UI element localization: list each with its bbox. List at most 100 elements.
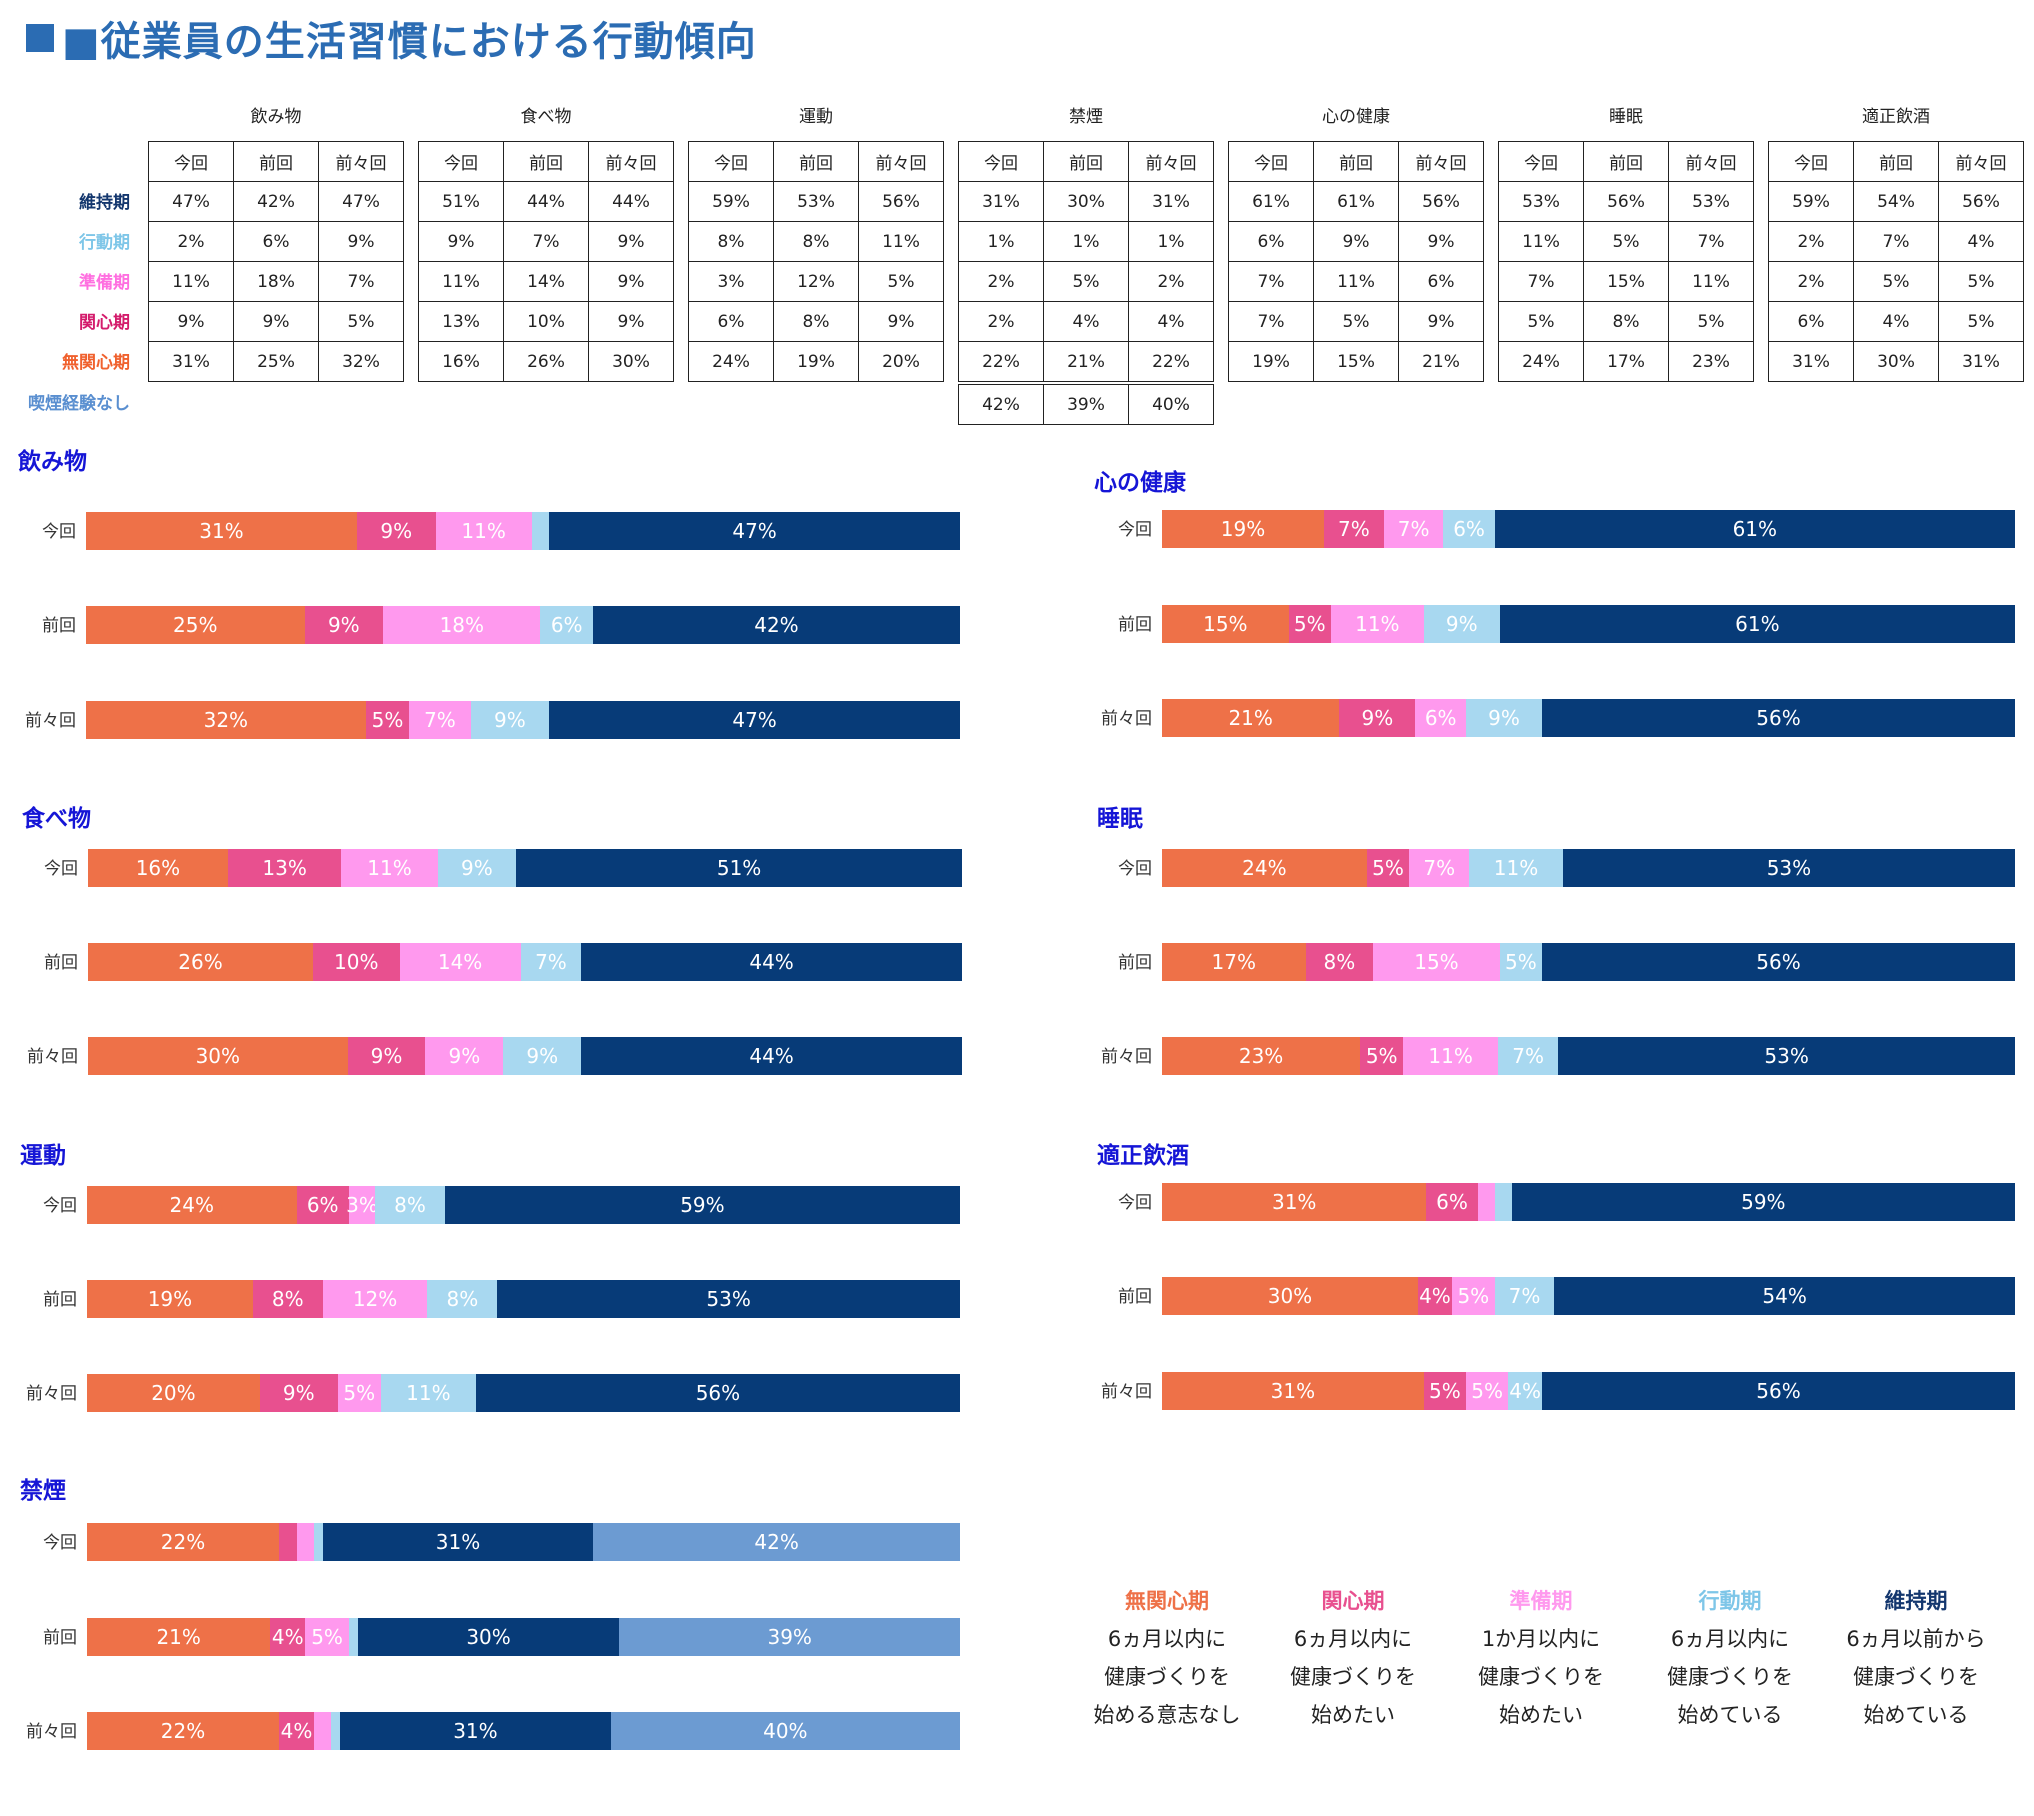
bar-segment: 19%: [87, 1280, 253, 1318]
table-cell: 17%: [1583, 341, 1669, 382]
legend-description-line: 始めている: [1863, 1703, 1969, 1727]
bar-segment: 42%: [592, 606, 960, 644]
table-header-cell: 前々回: [1668, 141, 1754, 182]
table-header-cell: 前回: [1313, 141, 1399, 182]
table-row: 7% 5% 9%: [1228, 301, 1484, 342]
bar-segment: 9%: [1339, 699, 1416, 737]
table-cell: 7%: [503, 221, 589, 262]
legend-description-line: 始めている: [1677, 1703, 1783, 1727]
table-cell: 9%: [588, 301, 674, 342]
bar-segment: 5%: [1452, 1277, 1495, 1315]
table-cell: 9%: [1398, 221, 1484, 262]
table-cell: 18%: [233, 261, 319, 302]
bar-segment: 9%: [437, 849, 517, 887]
table-cell: 31%: [1938, 341, 2024, 382]
table-cell: 7%: [1228, 261, 1314, 302]
table-cell: 5%: [1583, 221, 1669, 262]
legend-description-line: 健康づくりを: [1104, 1665, 1230, 1689]
table-cell: 19%: [773, 341, 859, 382]
page-title: ■従業員の生活習慣における行動傾向: [26, 12, 757, 65]
bar-segment: 21%: [1162, 699, 1340, 737]
bar-category-label: 前回: [1118, 615, 1152, 635]
bar-segment: 7%: [520, 943, 582, 981]
legend-item: 行動期 6ヵ月以内に 健康づくりを 始めている: [1640, 1582, 1820, 1734]
table-cell: 5%: [1668, 301, 1754, 342]
bar-segment: 13%: [227, 849, 342, 887]
table-group-title: 禁煙: [1069, 107, 1103, 127]
stacked-bar: 21% 9% 6% 9% 56%: [1162, 699, 2015, 737]
bar-segment: 11%: [435, 512, 532, 550]
table-cell: 15%: [1313, 341, 1399, 382]
bar-segment: 11%: [341, 849, 438, 887]
bar-segment: 56%: [1542, 1372, 2015, 1410]
table-group-2: 今回 前回 前々回 59% 53% 56% 8% 8% 11% 3% 12% 5% 6% 8% 9% 24% 1…: [688, 141, 944, 382]
chart-title: 食べ物: [22, 806, 91, 832]
table-cell: 7%: [318, 261, 404, 302]
table-header-cell: 前回: [1583, 141, 1669, 182]
table-cell: 6%: [688, 301, 774, 342]
bar-segment: 51%: [516, 849, 962, 887]
bar-category-label: 今回: [1118, 1193, 1152, 1213]
bar-segment: 16%: [88, 849, 228, 887]
chart-title: 心の健康: [1094, 470, 1186, 496]
table-cell: 5%: [1853, 261, 1939, 302]
table-cell: 53%: [1498, 181, 1584, 222]
table-cell: 9%: [1398, 301, 1484, 342]
legend-description-line: 健康づくりを: [1290, 1665, 1416, 1689]
table-cell: 2%: [1128, 261, 1214, 302]
table-cell: 56%: [1583, 181, 1669, 222]
bar-segment: 31%: [86, 512, 357, 550]
table-row: 1% 1% 1%: [958, 221, 1214, 262]
table-cell: 8%: [1583, 301, 1669, 342]
bar-category-label: 前々回: [1101, 709, 1152, 729]
bar-segment: 7%: [1409, 849, 1470, 887]
table-cell: 5%: [1938, 261, 2024, 302]
table-group-title: 適正飲酒: [1862, 107, 1930, 127]
legend-item: 維持期 6ヵ月以前から 健康づくりを 始めている: [1826, 1582, 2006, 1734]
table-row: 6% 8% 9%: [688, 301, 944, 342]
bar-segment: 6%: [296, 1186, 349, 1224]
table-header-cell: 前回: [1043, 141, 1129, 182]
stacked-bar: 17% 8% 15% 5% 56%: [1162, 943, 2015, 981]
table-row: 9% 9% 5%: [148, 301, 404, 342]
table-header-cell: 前々回: [318, 141, 404, 182]
table-cell: 30%: [1853, 341, 1939, 382]
bar-segment: 4%: [279, 1712, 314, 1750]
table-cell: 53%: [773, 181, 859, 222]
stacked-bar: 24% 6% 3% 8% 59%: [87, 1186, 960, 1224]
bar-segment: 7%: [1494, 1277, 1555, 1315]
table-row: 22% 21% 22%: [958, 341, 1214, 382]
table-cell: 30%: [1043, 181, 1129, 222]
bar-category-label: 前回: [43, 1290, 77, 1310]
table-group-title: 心の健康: [1322, 107, 1390, 127]
bar-segment: 9%: [1466, 699, 1543, 737]
table-row: 16% 26% 30%: [418, 341, 674, 382]
bar-segment: 6%: [540, 606, 593, 644]
table-cell: 56%: [858, 181, 944, 222]
table-cell: 31%: [958, 181, 1044, 222]
table-cell: 24%: [1498, 341, 1584, 382]
bar-segment: [313, 1523, 323, 1561]
table-header-cell: 今回: [418, 141, 504, 182]
table-row: 11% 14% 9%: [418, 261, 674, 302]
bar-segment: 24%: [87, 1186, 297, 1224]
table-cell: 26%: [503, 341, 589, 382]
bar-segment: 59%: [1511, 1183, 2015, 1221]
bar-segment: 30%: [88, 1037, 348, 1075]
table-group-title: 飲み物: [250, 107, 302, 127]
bar-segment: 6%: [1426, 1183, 1478, 1221]
table-row: 6% 4% 5%: [1768, 301, 2024, 342]
table-cell: 56%: [1398, 181, 1484, 222]
table-cell: 21%: [1043, 341, 1129, 382]
chart-title: 飲み物: [18, 449, 87, 475]
row-label-2: 準備期: [79, 273, 130, 293]
bar-segment: 61%: [1494, 510, 2015, 548]
table-cell: 15%: [1583, 261, 1669, 302]
table-row: 2% 7% 4%: [1768, 221, 2024, 262]
table-cell: 25%: [233, 341, 319, 382]
table-cell: 6%: [233, 221, 319, 262]
table-cell: 30%: [588, 341, 674, 382]
stacked-bar: 31% 5% 5% 4% 56%: [1162, 1372, 2015, 1410]
table-cell: 6%: [1768, 301, 1854, 342]
table-cell: 12%: [773, 261, 859, 302]
